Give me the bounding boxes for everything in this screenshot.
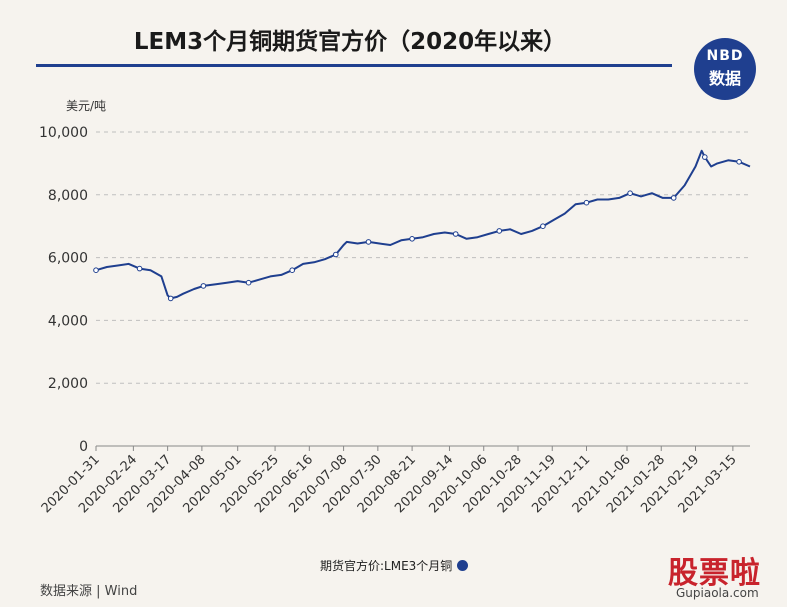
y-tick-label: 10,000 bbox=[39, 125, 88, 141]
series-line bbox=[95, 149, 751, 300]
data-point bbox=[245, 279, 252, 286]
y-tick-label: 6,000 bbox=[48, 251, 88, 267]
data-point bbox=[452, 231, 459, 237]
x-tick-labels: 2020-01-312020-02-242020-03-172020-04-08… bbox=[39, 446, 740, 516]
data-point bbox=[736, 159, 742, 165]
y-tick-label: 4,000 bbox=[48, 313, 88, 329]
data-point bbox=[540, 223, 546, 229]
data-point bbox=[702, 154, 708, 160]
data-point bbox=[200, 283, 207, 289]
data-point bbox=[136, 265, 143, 272]
data-source: 数据来源 | Wind bbox=[40, 584, 138, 599]
series-layer bbox=[93, 149, 751, 302]
logo-text-bottom: 数据 bbox=[708, 69, 741, 88]
y-tick-labels: 0 2,000 4,000 6,000 8,000 10,000 bbox=[39, 125, 88, 455]
y-tick-label: 2,000 bbox=[48, 376, 88, 392]
data-point bbox=[627, 190, 633, 196]
watermark-logo: 股票啦 bbox=[668, 556, 761, 591]
grid-lines bbox=[96, 131, 750, 384]
data-point bbox=[409, 236, 415, 242]
logo-text-top: NBD bbox=[706, 48, 744, 64]
y-tick-label: 8,000 bbox=[48, 188, 88, 204]
data-point bbox=[93, 267, 99, 274]
data-point bbox=[670, 195, 677, 201]
legend-label: 期货官方价:LME3个月铜 bbox=[320, 559, 453, 573]
watermark-url: Gupiaola.com bbox=[676, 586, 759, 600]
data-point bbox=[365, 239, 372, 245]
data-point bbox=[333, 251, 339, 258]
title-underline bbox=[36, 64, 672, 67]
y-axis-unit-label: 美元/吨 bbox=[66, 99, 107, 113]
chart-title: LEM3个月铜期货官方价（2020年以来） bbox=[133, 29, 567, 55]
data-point bbox=[289, 267, 296, 274]
data-point bbox=[496, 228, 503, 234]
data-point bbox=[167, 295, 174, 302]
legend: 期货官方价:LME3个月铜 bbox=[320, 557, 469, 574]
data-point bbox=[583, 199, 590, 206]
legend-marker-icon bbox=[457, 560, 469, 571]
nbd-data-logo: NBD 数据 bbox=[694, 38, 756, 100]
y-tick-label: 0 bbox=[79, 439, 88, 455]
